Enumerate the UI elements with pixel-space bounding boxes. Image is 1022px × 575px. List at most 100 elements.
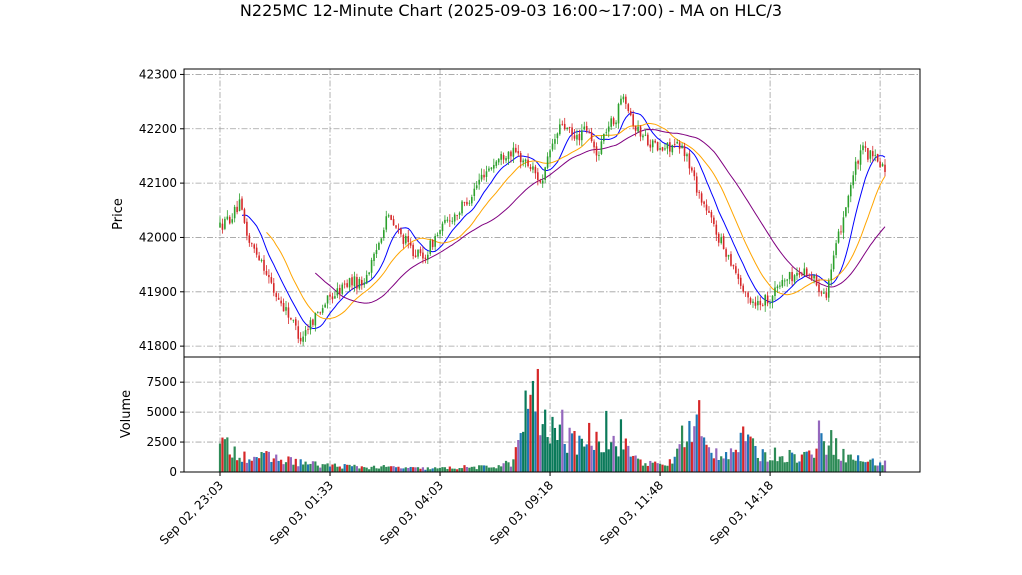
- volume-bar: [610, 442, 613, 472]
- volume-bar: [243, 451, 246, 472]
- candle-body: [529, 166, 532, 170]
- volume-bar: [358, 468, 361, 472]
- candle-body: [417, 249, 419, 257]
- volume-bar: [663, 465, 667, 472]
- volume-bar: [722, 458, 725, 472]
- candle-body: [793, 275, 796, 282]
- candle-body: [471, 197, 473, 204]
- volume-bar: [588, 422, 591, 472]
- volume-bar: [377, 468, 381, 472]
- candle-body: [397, 228, 400, 230]
- x-tick-label: Sep 03, 04:03: [377, 478, 446, 547]
- volume-bar: [729, 448, 733, 472]
- volume-bar: [683, 447, 686, 472]
- candle-body: [493, 164, 495, 169]
- volume-bar: [548, 443, 552, 472]
- volume-bar: [399, 468, 403, 472]
- candle-body: [849, 185, 852, 197]
- candle-body: [825, 292, 828, 298]
- candle-body: [879, 161, 881, 168]
- candle-body: [617, 103, 620, 124]
- candle-body: [671, 144, 674, 153]
- candle-body: [246, 221, 248, 236]
- candle-body: [634, 126, 637, 131]
- candle-body: [456, 215, 458, 216]
- candle-body: [314, 312, 317, 326]
- candle-body: [571, 127, 573, 135]
- candle-body: [260, 259, 263, 261]
- volume-bar: [861, 461, 865, 472]
- volume-bar: [441, 467, 444, 472]
- candle-body: [329, 294, 331, 297]
- volume-bar: [397, 466, 400, 472]
- candle-body: [436, 235, 439, 237]
- candle-body: [720, 236, 722, 244]
- volume-bar: [453, 468, 456, 472]
- candle-body: [823, 292, 825, 294]
- candle-body: [292, 319, 295, 321]
- volume-bar: [874, 465, 877, 472]
- volume-bar: [766, 461, 769, 472]
- candle-body: [309, 320, 312, 330]
- volume-bar: [676, 448, 679, 472]
- volume-bar: [402, 468, 405, 472]
- volume-bar: [289, 457, 293, 472]
- candle-body: [686, 154, 688, 157]
- volume-bar: [341, 468, 344, 472]
- candle-body: [859, 150, 862, 165]
- volume-bar: [835, 438, 838, 472]
- volume-bar: [262, 452, 266, 472]
- volume-bar: [786, 461, 789, 472]
- volume-bar: [306, 464, 310, 472]
- candle-body: [400, 228, 402, 235]
- candle-body: [666, 142, 669, 149]
- volume-bar: [744, 441, 747, 472]
- volume-bar: [749, 436, 752, 472]
- volume-bar: [839, 460, 843, 472]
- candle-body: [605, 132, 608, 134]
- volume-bar: [382, 465, 385, 472]
- volume-bar: [732, 452, 735, 472]
- volume-bars: [218, 368, 887, 472]
- candle-body: [241, 198, 243, 210]
- volume-bar: [857, 455, 860, 472]
- candle-body: [598, 155, 600, 156]
- volume-bar: [754, 445, 757, 472]
- candle-body: [544, 167, 546, 180]
- volume-bar: [255, 457, 258, 472]
- candle-body: [490, 167, 493, 169]
- volume-bar: [771, 460, 774, 472]
- volume-bar: [482, 465, 486, 472]
- candle-body: [752, 301, 754, 303]
- volume-bar: [260, 452, 263, 472]
- volume-bar: [746, 434, 750, 472]
- volume-bar: [544, 409, 547, 472]
- volume-bar: [448, 466, 451, 472]
- candle-body: [656, 141, 659, 151]
- candle-body: [280, 300, 282, 304]
- candle-body: [869, 150, 872, 159]
- candle-body: [847, 195, 850, 208]
- candle-body: [483, 174, 485, 178]
- volume-bar: [793, 454, 796, 472]
- volume-bar: [680, 425, 684, 472]
- chart-title: N225MC 12-Minute Chart (2025-09-03 16:00…: [240, 1, 782, 20]
- candle-body: [238, 199, 241, 212]
- volume-bar: [737, 452, 740, 472]
- candle-body: [693, 170, 696, 177]
- volume-bar: [822, 441, 825, 472]
- price-tick-label: 41900: [139, 285, 177, 299]
- volume-bar: [847, 454, 850, 472]
- candle-body: [703, 201, 705, 204]
- candle-body: [754, 302, 757, 306]
- price-tick-label: 41800: [139, 339, 177, 353]
- volume-bar: [463, 465, 466, 472]
- candle-body: [796, 272, 798, 276]
- volume-bar: [522, 431, 525, 472]
- candle-body: [527, 159, 529, 167]
- volume-bar: [702, 437, 706, 472]
- candle-body: [637, 126, 639, 132]
- volume-bar: [595, 431, 598, 472]
- candle-body: [735, 266, 737, 273]
- candle-body: [588, 131, 590, 133]
